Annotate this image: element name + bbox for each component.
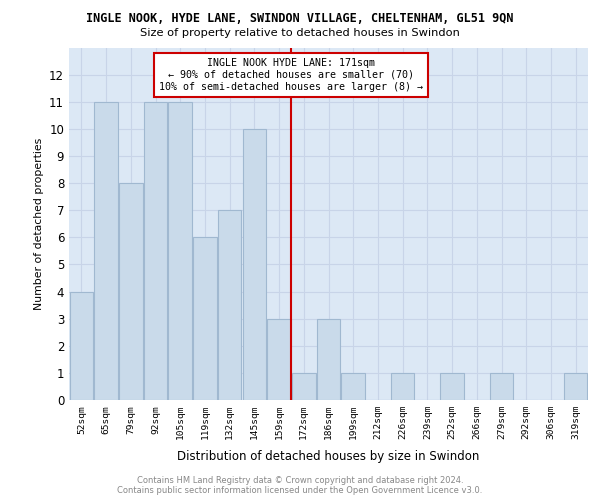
Bar — [391, 373, 415, 400]
Bar — [119, 183, 143, 400]
Text: Contains HM Land Registry data © Crown copyright and database right 2024.
Contai: Contains HM Land Registry data © Crown c… — [118, 476, 482, 495]
Bar — [317, 318, 340, 400]
Bar — [218, 210, 241, 400]
Y-axis label: Number of detached properties: Number of detached properties — [34, 138, 44, 310]
Bar — [440, 373, 464, 400]
Bar — [341, 373, 365, 400]
Bar — [242, 129, 266, 400]
Bar — [169, 102, 192, 400]
Bar — [564, 373, 587, 400]
Bar — [70, 292, 93, 400]
Text: Size of property relative to detached houses in Swindon: Size of property relative to detached ho… — [140, 28, 460, 38]
Bar — [94, 102, 118, 400]
X-axis label: Distribution of detached houses by size in Swindon: Distribution of detached houses by size … — [178, 450, 479, 464]
Bar — [193, 238, 217, 400]
Text: INGLE NOOK, HYDE LANE, SWINDON VILLAGE, CHELTENHAM, GL51 9QN: INGLE NOOK, HYDE LANE, SWINDON VILLAGE, … — [86, 12, 514, 26]
Bar — [292, 373, 316, 400]
Text: INGLE NOOK HYDE LANE: 171sqm
← 90% of detached houses are smaller (70)
10% of se: INGLE NOOK HYDE LANE: 171sqm ← 90% of de… — [160, 58, 424, 92]
Bar — [144, 102, 167, 400]
Bar — [490, 373, 513, 400]
Bar — [268, 318, 291, 400]
